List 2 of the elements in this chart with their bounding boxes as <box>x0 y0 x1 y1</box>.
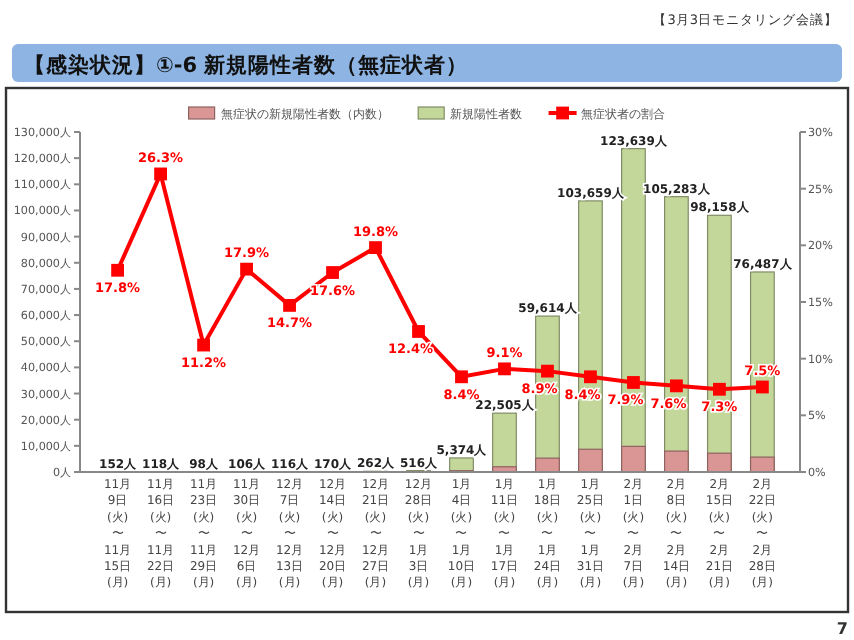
chart-title: 【感染状況】①-6 新規陽性者数（無症状者） <box>24 52 469 78</box>
text: 7 <box>836 620 848 638</box>
